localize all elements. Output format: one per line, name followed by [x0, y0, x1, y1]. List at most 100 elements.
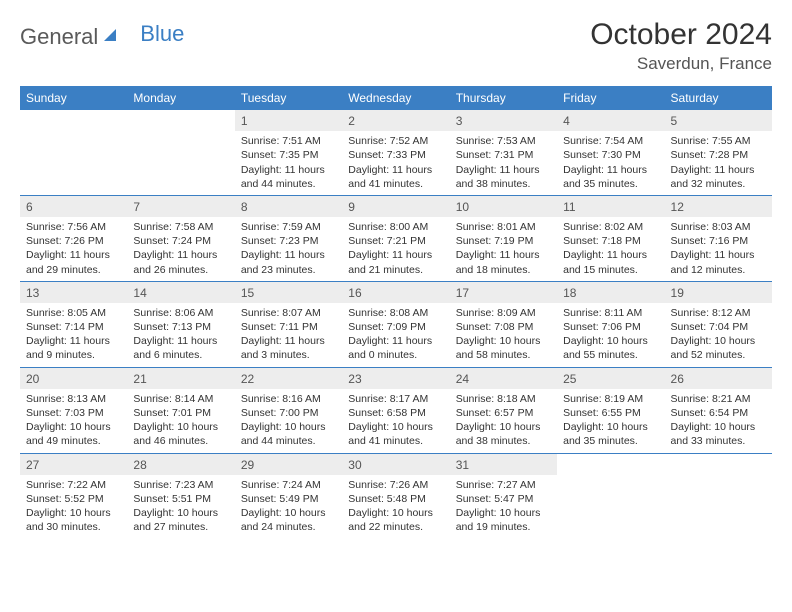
daylight-text: Daylight: 10 hours and 33 minutes.	[671, 420, 766, 448]
daylight-text: Daylight: 11 hours and 3 minutes.	[241, 334, 336, 362]
sunrise-text: Sunrise: 7:27 AM	[456, 478, 551, 492]
day-number: 25	[557, 368, 664, 389]
day-number: 30	[342, 454, 449, 475]
sunrise-text: Sunrise: 7:58 AM	[133, 220, 228, 234]
day-number: 28	[127, 454, 234, 475]
sunrise-text: Sunrise: 8:12 AM	[671, 306, 766, 320]
calendar-day-cell: 31Sunrise: 7:27 AMSunset: 5:47 PMDayligh…	[450, 453, 557, 538]
calendar-day-cell: 2Sunrise: 7:52 AMSunset: 7:33 PMDaylight…	[342, 110, 449, 195]
calendar-table: Sunday Monday Tuesday Wednesday Thursday…	[20, 86, 772, 538]
sunset-text: Sunset: 5:49 PM	[241, 492, 336, 506]
calendar-day-cell: 21Sunrise: 8:14 AMSunset: 7:01 PMDayligh…	[127, 367, 234, 453]
calendar-week-row: 20Sunrise: 8:13 AMSunset: 7:03 PMDayligh…	[20, 367, 772, 453]
day-number: 4	[557, 110, 664, 131]
sunset-text: Sunset: 5:52 PM	[26, 492, 121, 506]
daylight-text: Daylight: 11 hours and 38 minutes.	[456, 163, 551, 191]
sunset-text: Sunset: 7:09 PM	[348, 320, 443, 334]
calendar-day-cell: 17Sunrise: 8:09 AMSunset: 7:08 PMDayligh…	[450, 281, 557, 367]
day-number: 10	[450, 196, 557, 217]
sunset-text: Sunset: 7:11 PM	[241, 320, 336, 334]
title-block: October 2024 Saverdun, France	[590, 18, 772, 74]
calendar-day-cell: 1Sunrise: 7:51 AMSunset: 7:35 PMDaylight…	[235, 110, 342, 195]
calendar-week-row: ....1Sunrise: 7:51 AMSunset: 7:35 PMDayl…	[20, 110, 772, 195]
sunset-text: Sunset: 5:47 PM	[456, 492, 551, 506]
sunrise-text: Sunrise: 7:54 AM	[563, 134, 658, 148]
day-details: Sunrise: 8:09 AMSunset: 7:08 PMDaylight:…	[450, 303, 557, 367]
daylight-text: Daylight: 11 hours and 15 minutes.	[563, 248, 658, 276]
sunrise-text: Sunrise: 8:18 AM	[456, 392, 551, 406]
calendar-day-cell: 7Sunrise: 7:58 AMSunset: 7:24 PMDaylight…	[127, 195, 234, 281]
logo: General Blue	[20, 18, 184, 50]
calendar-day-cell: 25Sunrise: 8:19 AMSunset: 6:55 PMDayligh…	[557, 367, 664, 453]
sunrise-text: Sunrise: 8:00 AM	[348, 220, 443, 234]
calendar-day-cell: 11Sunrise: 8:02 AMSunset: 7:18 PMDayligh…	[557, 195, 664, 281]
weekday-header: Saturday	[665, 86, 772, 110]
day-number: 12	[665, 196, 772, 217]
calendar-day-cell: 10Sunrise: 8:01 AMSunset: 7:19 PMDayligh…	[450, 195, 557, 281]
day-details: Sunrise: 7:52 AMSunset: 7:33 PMDaylight:…	[342, 131, 449, 195]
day-number: 9	[342, 196, 449, 217]
sunset-text: Sunset: 5:51 PM	[133, 492, 228, 506]
sunset-text: Sunset: 7:33 PM	[348, 148, 443, 162]
sunrise-text: Sunrise: 8:01 AM	[456, 220, 551, 234]
calendar-day-cell: 13Sunrise: 8:05 AMSunset: 7:14 PMDayligh…	[20, 281, 127, 367]
sunset-text: Sunset: 7:23 PM	[241, 234, 336, 248]
sunset-text: Sunset: 7:26 PM	[26, 234, 121, 248]
sunset-text: Sunset: 7:04 PM	[671, 320, 766, 334]
day-details: Sunrise: 7:58 AMSunset: 7:24 PMDaylight:…	[127, 217, 234, 281]
sunset-text: Sunset: 7:21 PM	[348, 234, 443, 248]
calendar-week-row: 27Sunrise: 7:22 AMSunset: 5:52 PMDayligh…	[20, 453, 772, 538]
sunset-text: Sunset: 7:08 PM	[456, 320, 551, 334]
day-number: 20	[20, 368, 127, 389]
day-number: 16	[342, 282, 449, 303]
weekday-header: Thursday	[450, 86, 557, 110]
sunrise-text: Sunrise: 8:06 AM	[133, 306, 228, 320]
day-number: 22	[235, 368, 342, 389]
day-details: Sunrise: 8:01 AMSunset: 7:19 PMDaylight:…	[450, 217, 557, 281]
sunrise-text: Sunrise: 8:21 AM	[671, 392, 766, 406]
day-details: Sunrise: 7:53 AMSunset: 7:31 PMDaylight:…	[450, 131, 557, 195]
calendar-day-cell: 4Sunrise: 7:54 AMSunset: 7:30 PMDaylight…	[557, 110, 664, 195]
calendar-day-cell: 23Sunrise: 8:17 AMSunset: 6:58 PMDayligh…	[342, 367, 449, 453]
day-details: Sunrise: 8:14 AMSunset: 7:01 PMDaylight:…	[127, 389, 234, 453]
calendar-day-cell: 24Sunrise: 8:18 AMSunset: 6:57 PMDayligh…	[450, 367, 557, 453]
day-details: Sunrise: 7:23 AMSunset: 5:51 PMDaylight:…	[127, 475, 234, 539]
sunrise-text: Sunrise: 8:11 AM	[563, 306, 658, 320]
calendar-day-cell: 26Sunrise: 8:21 AMSunset: 6:54 PMDayligh…	[665, 367, 772, 453]
calendar-day-cell: ..	[127, 110, 234, 195]
calendar-day-cell: 29Sunrise: 7:24 AMSunset: 5:49 PMDayligh…	[235, 453, 342, 538]
sunset-text: Sunset: 7:16 PM	[671, 234, 766, 248]
sunrise-text: Sunrise: 7:52 AM	[348, 134, 443, 148]
daylight-text: Daylight: 11 hours and 6 minutes.	[133, 334, 228, 362]
day-number: 1	[235, 110, 342, 131]
logo-text-general: General	[20, 24, 98, 50]
sunset-text: Sunset: 7:03 PM	[26, 406, 121, 420]
daylight-text: Daylight: 10 hours and 24 minutes.	[241, 506, 336, 534]
day-number: 5	[665, 110, 772, 131]
day-details: Sunrise: 8:16 AMSunset: 7:00 PMDaylight:…	[235, 389, 342, 453]
day-details: Sunrise: 8:13 AMSunset: 7:03 PMDaylight:…	[20, 389, 127, 453]
day-details: Sunrise: 7:27 AMSunset: 5:47 PMDaylight:…	[450, 475, 557, 539]
day-number: 15	[235, 282, 342, 303]
month-title: October 2024	[590, 18, 772, 52]
daylight-text: Daylight: 11 hours and 44 minutes.	[241, 163, 336, 191]
sunrise-text: Sunrise: 7:23 AM	[133, 478, 228, 492]
sunrise-text: Sunrise: 8:13 AM	[26, 392, 121, 406]
day-number: 17	[450, 282, 557, 303]
day-details: Sunrise: 8:00 AMSunset: 7:21 PMDaylight:…	[342, 217, 449, 281]
sunrise-text: Sunrise: 8:16 AM	[241, 392, 336, 406]
calendar-day-cell: 5Sunrise: 7:55 AMSunset: 7:28 PMDaylight…	[665, 110, 772, 195]
sunset-text: Sunset: 7:24 PM	[133, 234, 228, 248]
day-details: Sunrise: 7:22 AMSunset: 5:52 PMDaylight:…	[20, 475, 127, 539]
calendar-week-row: 13Sunrise: 8:05 AMSunset: 7:14 PMDayligh…	[20, 281, 772, 367]
weekday-header: Wednesday	[342, 86, 449, 110]
sunrise-text: Sunrise: 8:08 AM	[348, 306, 443, 320]
daylight-text: Daylight: 10 hours and 38 minutes.	[456, 420, 551, 448]
sunset-text: Sunset: 6:58 PM	[348, 406, 443, 420]
weekday-header: Friday	[557, 86, 664, 110]
weekday-header: Sunday	[20, 86, 127, 110]
sunset-text: Sunset: 7:18 PM	[563, 234, 658, 248]
sunrise-text: Sunrise: 8:02 AM	[563, 220, 658, 234]
calendar-day-cell: 3Sunrise: 7:53 AMSunset: 7:31 PMDaylight…	[450, 110, 557, 195]
calendar-day-cell: 6Sunrise: 7:56 AMSunset: 7:26 PMDaylight…	[20, 195, 127, 281]
